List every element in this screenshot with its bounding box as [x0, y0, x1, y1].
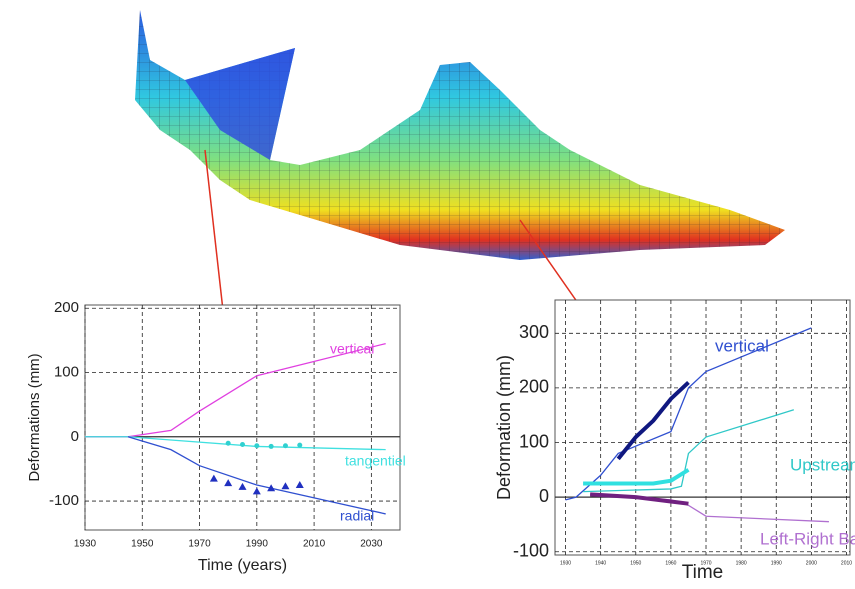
plot-area — [554, 299, 851, 556]
y-tick-label: 200 — [519, 377, 549, 397]
x-tick-label: 2010 — [303, 539, 326, 550]
measured-point — [281, 482, 290, 490]
y-tick-label: 0 — [539, 486, 549, 506]
charts: -100 0 100 200 1930 1950 1970 1990 2010 2030 Time … — [26, 299, 855, 583]
x-tick-label: 1950 — [131, 539, 154, 550]
measured-point — [267, 484, 276, 492]
x-tick-label: 2010 — [841, 560, 852, 566]
y-axis-label: Deformations (mm) — [26, 353, 43, 481]
series-line — [565, 327, 812, 501]
x-tick-label: 1930 — [74, 539, 97, 550]
x-tick-label: 1980 — [736, 560, 747, 566]
measured-line — [583, 468, 690, 486]
series-label: tangentiel — [345, 453, 406, 469]
x-axis-label: Time — [682, 562, 724, 583]
series-label: Upstream-Downstream — [790, 455, 855, 474]
y-tick-label: 100 — [519, 431, 549, 451]
y-tick-label: -100 — [513, 540, 549, 560]
plot-area — [84, 304, 401, 531]
y-tick-label: 0 — [71, 428, 79, 445]
measured-point — [224, 479, 233, 487]
x-tick-label: 1970 — [188, 539, 211, 550]
mesh-model — [135, 10, 785, 260]
y-tick-label: 200 — [54, 299, 79, 316]
measured-point — [268, 443, 274, 449]
x-tick-label: 2030 — [360, 539, 383, 550]
x-tick-label: 2000 — [806, 560, 817, 566]
measured-line — [616, 380, 690, 461]
x-tick-label: 1990 — [771, 560, 782, 566]
measured-point — [240, 442, 245, 447]
measured-point — [297, 442, 303, 448]
measured-point — [282, 443, 288, 449]
y-tick-label: 100 — [54, 363, 79, 380]
series-line — [127, 436, 386, 515]
x-tick-label: 1940 — [595, 560, 606, 566]
y-tick-label: -100 — [49, 492, 79, 509]
y-axis-label: Deformation (mm) — [494, 355, 514, 500]
measured-point — [238, 482, 247, 490]
series-label: Left-Right Bank — [760, 529, 855, 548]
x-tick-label: 1990 — [246, 539, 269, 550]
y-tick-label: 300 — [519, 322, 549, 342]
x-tick-label: 1950 — [630, 560, 641, 566]
series-label: vertical — [330, 341, 374, 357]
measured-point — [225, 440, 231, 446]
x-tick-label: 1960 — [665, 560, 676, 566]
series-label: vertical — [715, 336, 769, 355]
series-label: radial — [340, 508, 374, 524]
measured-point — [209, 474, 218, 482]
measured-point — [295, 481, 304, 488]
x-tick-label: 1930 — [560, 560, 571, 566]
x-axis-label: Time (years) — [198, 557, 287, 574]
measured-point — [252, 487, 261, 495]
measured-point — [254, 443, 260, 449]
x-tick-label: 1970 — [700, 560, 711, 566]
measured-line — [589, 492, 689, 506]
